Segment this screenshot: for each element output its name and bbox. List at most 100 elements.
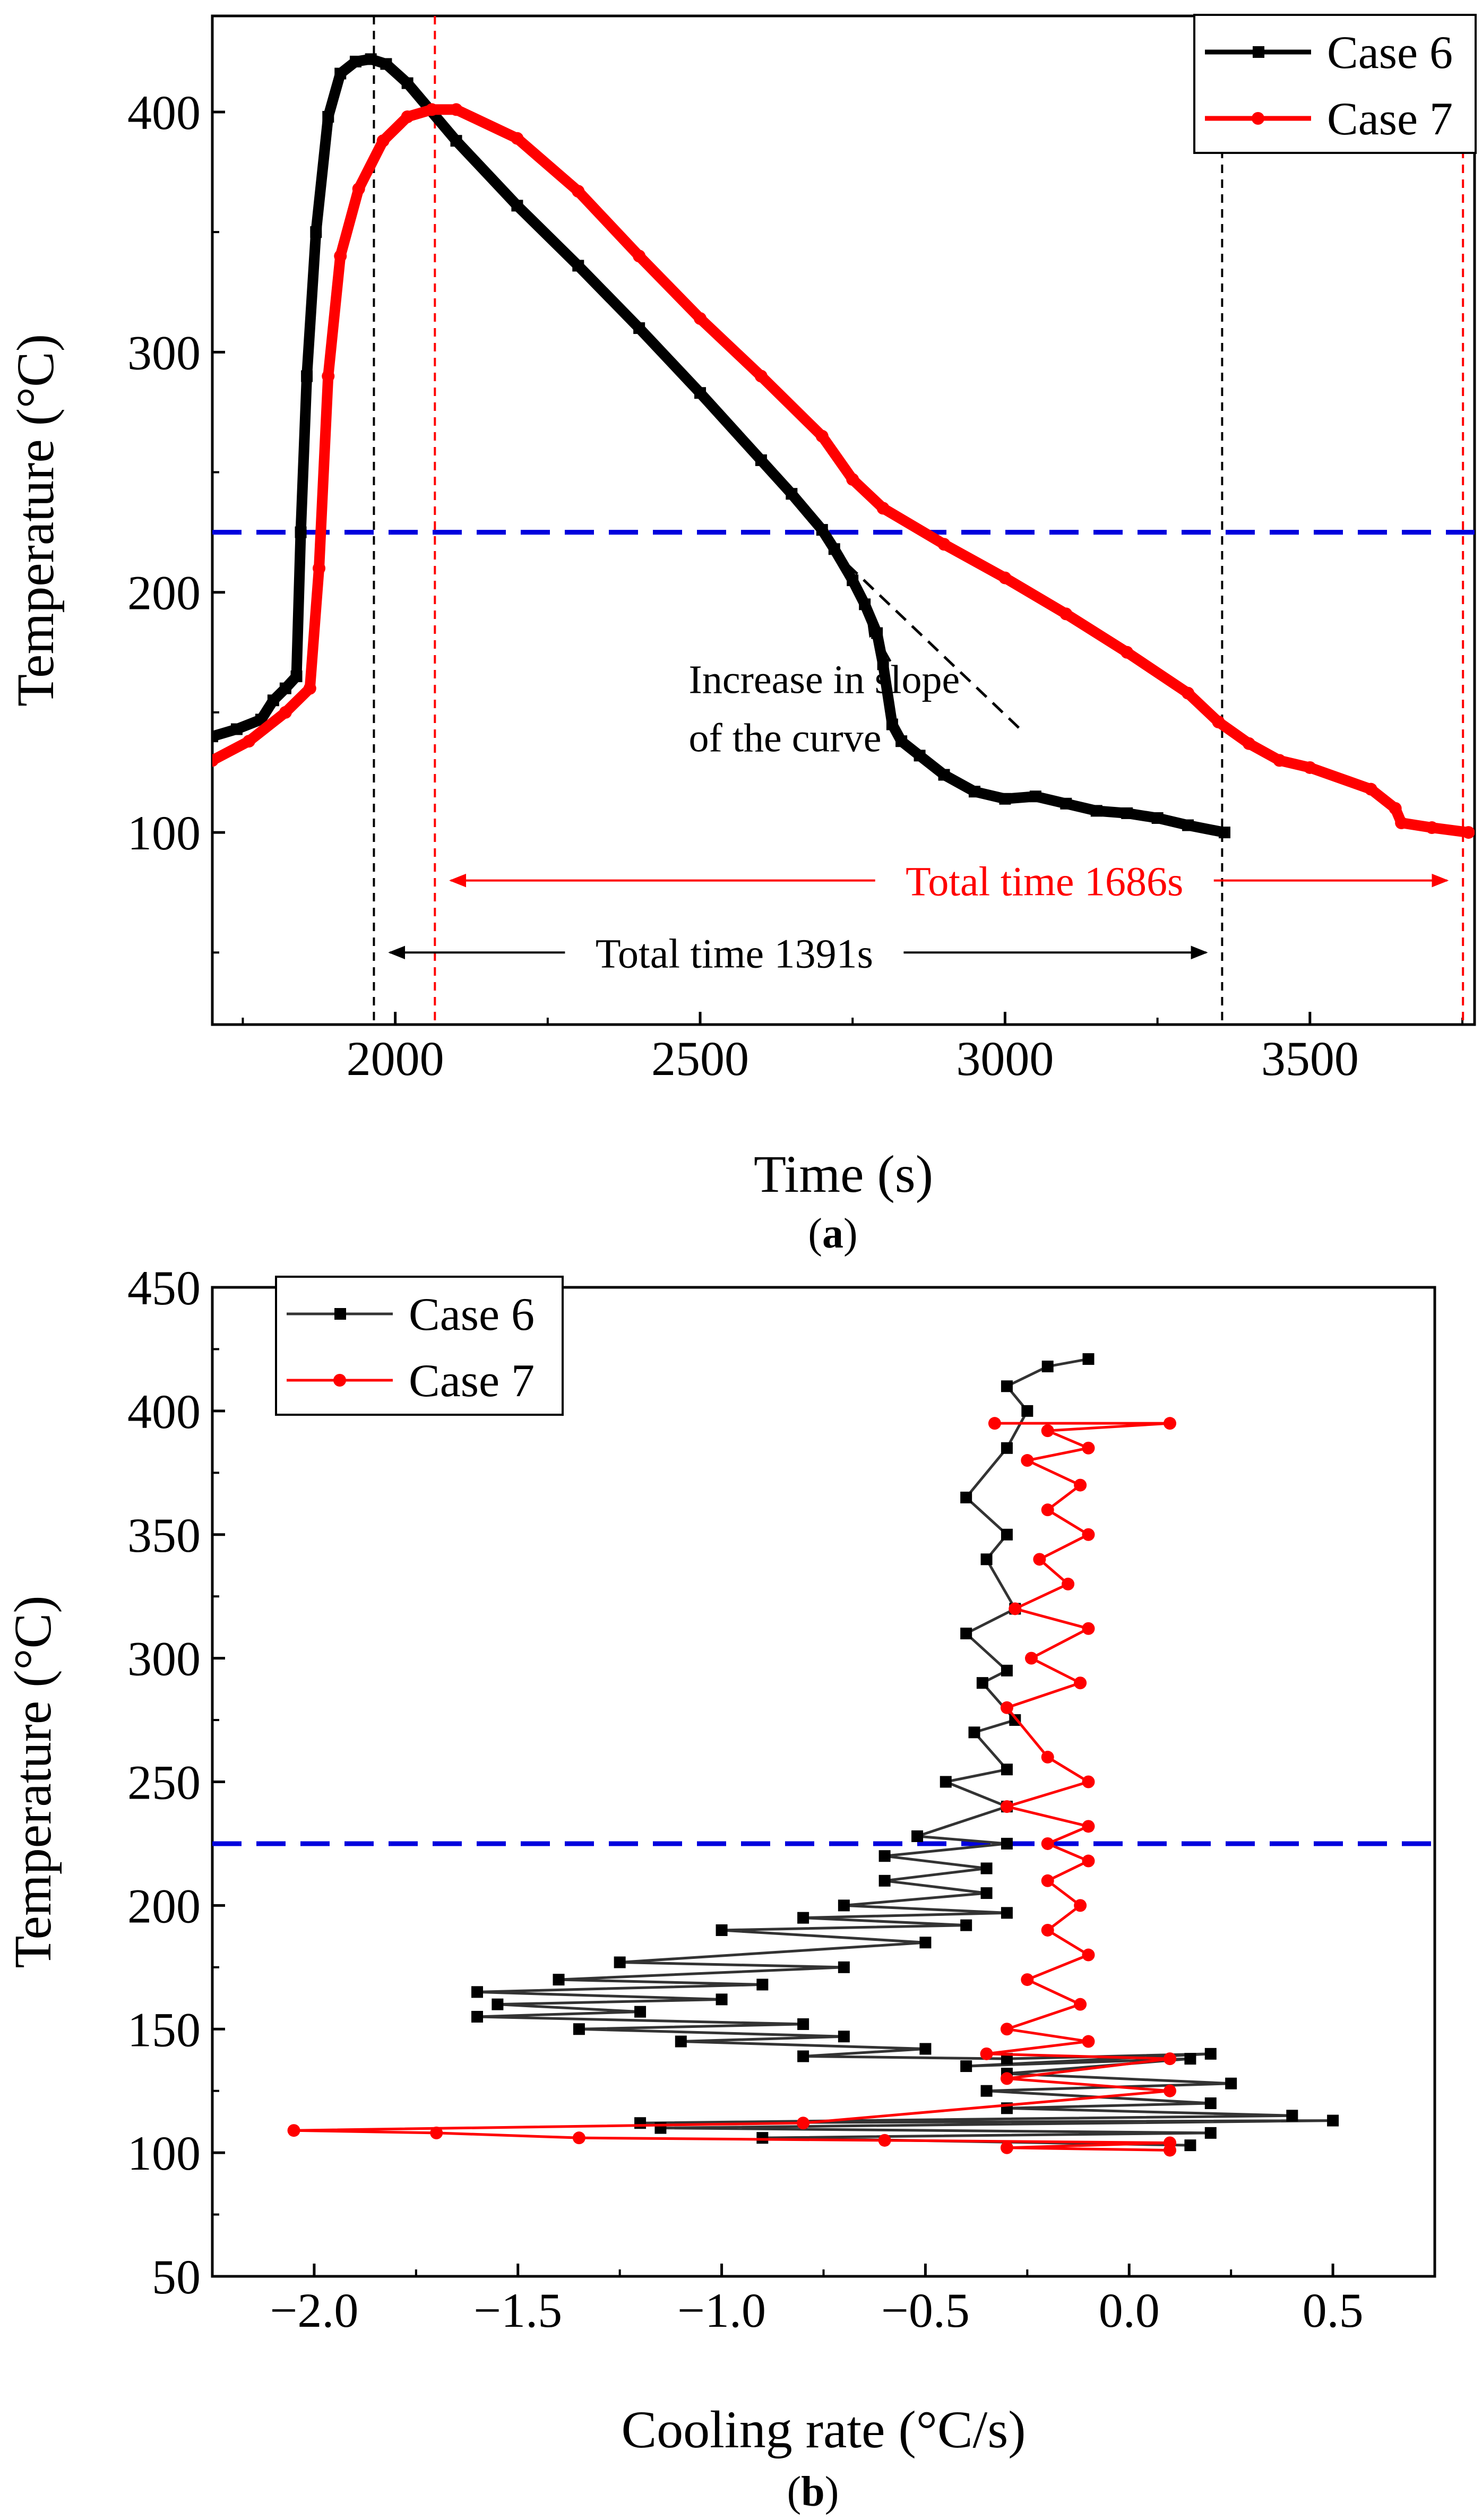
case7-point-33 [797, 2117, 810, 2130]
x-tick-label: 2000 [347, 1031, 444, 1086]
case6-series-line [476, 1357, 1334, 2147]
case6-point-6 [1001, 1528, 1013, 1541]
case7-point-3 [1082, 1441, 1095, 1455]
legend-label: Case 7 [1327, 93, 1453, 145]
case6-point-7 [980, 1553, 993, 1566]
case7-point-21 [1041, 1874, 1054, 1887]
y-tick-label: 150 [127, 2002, 201, 2057]
case7-point-19 [876, 502, 890, 515]
x-tick-label: 3500 [1261, 1031, 1359, 1086]
case7-point-40 [1164, 2144, 1177, 2157]
case6-point-34 [1029, 790, 1041, 803]
case7-point-30 [1164, 2052, 1177, 2066]
case7-point-22 [1059, 607, 1073, 621]
callout-text-line: Increase in slope [689, 658, 960, 702]
case7-series-line [212, 104, 1474, 838]
case6-point-40 [1218, 827, 1230, 839]
y-tick-label: 300 [127, 325, 201, 380]
x-tick-label: −2.0 [270, 2283, 358, 2337]
case7-point-7 [352, 182, 365, 195]
case6-point-22 [980, 1887, 993, 1899]
legend-swatch-marker [334, 1308, 346, 1320]
case6-point-28 [919, 1937, 932, 1949]
case7-point-4 [313, 562, 326, 575]
case7-point-9 [401, 110, 414, 123]
case7-point-18 [846, 473, 859, 486]
case6-point-23 [838, 1899, 850, 1912]
case7-point-0 [988, 1417, 1001, 1430]
case7-point-34 [287, 2124, 300, 2137]
case7-point-13 [572, 185, 585, 198]
case6-point-5 [290, 670, 303, 683]
legend-swatch-marker [1252, 112, 1264, 125]
case6-point-2 [255, 713, 267, 726]
case7-point-29 [1364, 782, 1377, 796]
case6-point-28 [886, 718, 898, 730]
case6-point-37 [1121, 807, 1133, 819]
case7-point-6 [334, 250, 347, 263]
panel-label: (a) [808, 1210, 857, 1257]
case6-point-53 [1286, 2110, 1298, 2122]
case6-point-42 [919, 2043, 932, 2055]
case6-point-36 [1090, 805, 1102, 817]
case7-point-20 [937, 538, 951, 551]
legend-box [1193, 14, 1477, 154]
case7-point-26 [1074, 1998, 1087, 2011]
case6-point-4 [279, 682, 291, 694]
case6-point-36 [634, 2006, 647, 2018]
case6-point-38 [1151, 812, 1164, 824]
case7-point-8 [376, 134, 390, 148]
case7-point-16 [754, 369, 768, 383]
case6-point-11 [976, 1677, 988, 1689]
case6-point-50 [980, 2085, 993, 2097]
case6-point-17 [572, 260, 584, 272]
case6-point-25 [859, 598, 871, 610]
case6-point-47 [1184, 2053, 1196, 2065]
panel-letter: a [822, 1210, 843, 1257]
case6-point-1 [230, 723, 243, 735]
case6-point-44 [1001, 2053, 1013, 2065]
case6-point-3 [267, 694, 279, 707]
y-tick-label: 200 [127, 1879, 201, 1933]
case6-point-12 [365, 53, 377, 65]
case7-point-14 [1000, 1701, 1013, 1714]
case7-point-19 [1041, 1837, 1054, 1850]
x-tick-label: 3000 [956, 1031, 1054, 1086]
x-tick-label: 0.5 [1303, 2283, 1364, 2337]
case7-point-20 [1082, 1854, 1095, 1868]
case6-point-29 [895, 735, 908, 747]
case7-point-17 [815, 429, 829, 443]
case6-point-43 [797, 2050, 809, 2062]
case7-point-11 [1082, 1622, 1095, 1635]
case6-point-33 [999, 793, 1011, 805]
case7-point-6 [1041, 1503, 1054, 1517]
case7-point-39 [1000, 2141, 1013, 2154]
case6-point-3 [1021, 1405, 1033, 1417]
case6-point-40 [838, 2031, 850, 2043]
y-tick-label: 350 [127, 1508, 201, 1562]
case7-point-25 [1212, 716, 1225, 728]
case6-point-25 [797, 1912, 809, 1924]
y-tick-label: 400 [127, 85, 201, 140]
case6-point-49 [1225, 2077, 1237, 2089]
legend-box [275, 1276, 564, 1416]
case6-point-2 [1001, 1380, 1013, 1392]
case6-point-13 [968, 1726, 980, 1739]
case6-point-26 [960, 1919, 972, 1931]
case6-point-10 [334, 67, 347, 80]
case6-point-9 [960, 1628, 972, 1640]
case6-point-24 [1001, 1907, 1013, 1919]
legend-label: Case 6 [409, 1289, 535, 1340]
case7-point-23 [1121, 646, 1134, 659]
case7-point-28 [1303, 761, 1316, 774]
case6-point-18 [1001, 1837, 1013, 1850]
case6-point-59 [1184, 2139, 1196, 2152]
case6-point-19 [878, 1850, 891, 1862]
case7-point-14 [633, 250, 646, 263]
case7-point-24 [1082, 1948, 1095, 1962]
case7-point-21 [998, 571, 1012, 584]
y-tick-label: 100 [127, 806, 201, 860]
case6-point-35 [492, 1998, 504, 2010]
y-tick-label: 200 [127, 566, 201, 620]
